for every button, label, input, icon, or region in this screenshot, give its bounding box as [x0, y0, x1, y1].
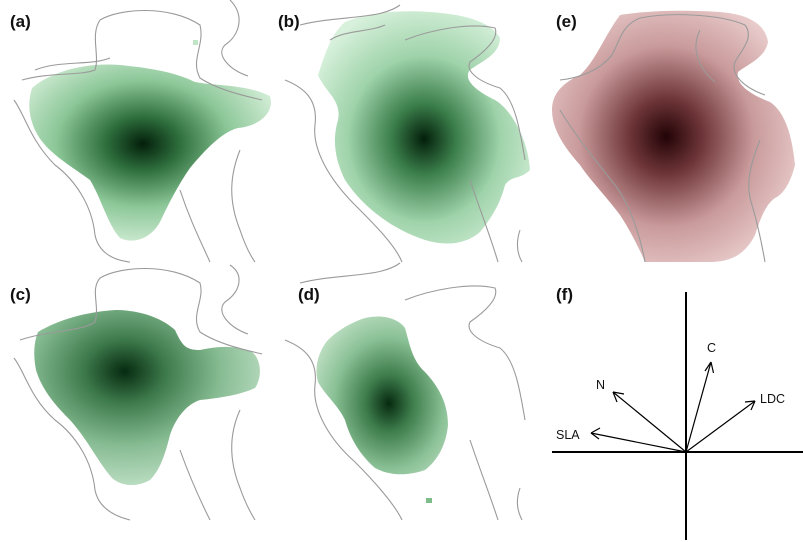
vector-N-label: N [596, 378, 605, 392]
panel-b-contours [284, 4, 526, 263]
panel-a-speck [193, 40, 198, 45]
vector-C-label: C [707, 341, 716, 355]
vector-LDC-arrow [685, 400, 756, 453]
panel-e: (e) [552, 10, 795, 263]
vector-LDC: LDC [685, 392, 785, 453]
panel-b: (b) [278, 4, 530, 263]
panel-a: (a) [10, 0, 271, 263]
panel-d-contours [284, 262, 526, 521]
panel-c-density-blob [34, 310, 260, 486]
vector-C-arrowhead [704, 361, 715, 374]
panel-e-contours [559, 14, 766, 263]
panel-a-label: (a) [10, 12, 31, 31]
vector-SLA-label: SLA [556, 428, 580, 442]
panel-c: (c) [10, 264, 263, 521]
panel-d-speck [426, 498, 432, 503]
panel-b-density-blob [318, 11, 530, 244]
panel-c-label: (c) [10, 285, 31, 304]
panel-a-density-blob [29, 64, 271, 241]
panel-b-label: (b) [278, 12, 300, 31]
vector-C: C [685, 341, 716, 453]
panel-d-density-blob [316, 316, 448, 475]
vector-LDC-label: LDC [760, 392, 785, 406]
panel-f: (f) C N LDC SLA [552, 285, 803, 540]
panel-e-label: (e) [556, 12, 577, 31]
panel-d: (d) [284, 262, 526, 521]
panel-d-label: (d) [298, 285, 320, 304]
vector-C-arrow [685, 361, 712, 453]
vector-N-arrow [612, 391, 687, 453]
vector-SLA-arrowhead [590, 427, 601, 440]
panel-c-contours [13, 264, 263, 521]
panel-a-contours [13, 0, 263, 263]
panel-e-density-blob [552, 10, 795, 263]
vector-N: N [596, 378, 687, 453]
vector-SLA-arrow [590, 432, 687, 453]
panel-f-label: (f) [556, 285, 573, 304]
vector-N-arrowhead [612, 391, 625, 403]
vector-LDC-arrowhead [744, 400, 756, 411]
vector-SLA: SLA [556, 427, 687, 453]
